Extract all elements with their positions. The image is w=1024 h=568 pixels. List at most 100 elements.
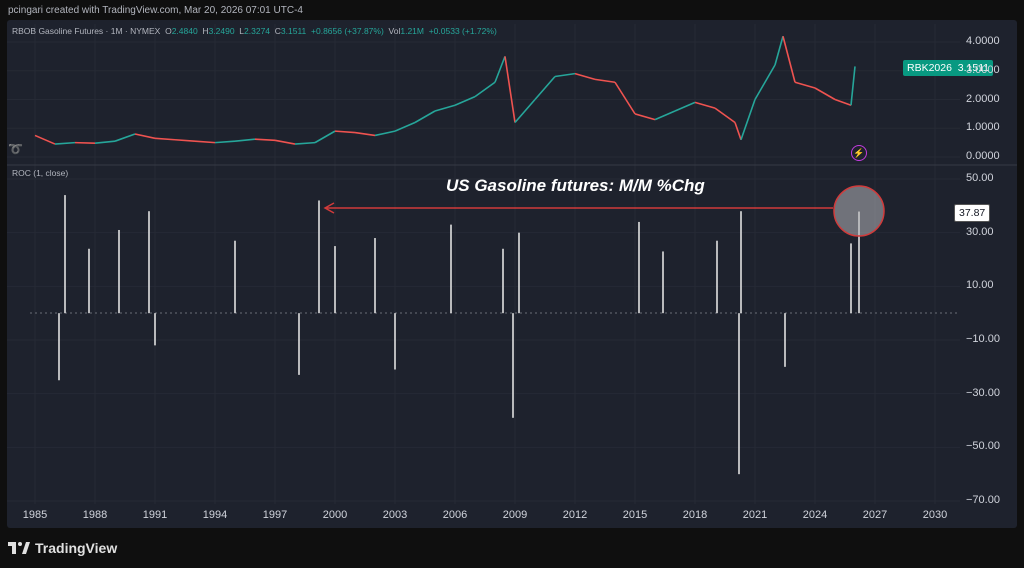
annotation-text: US Gasoline futures: M/M %Chg [446,176,705,195]
tradingview-logo: TradingView [8,540,117,556]
legend-change: +0.8656 (+37.87%) [311,26,384,36]
roc-bar [638,221,640,314]
price-segment [504,56,516,123]
lightning-icon[interactable]: ⚡ [851,145,867,161]
price-segment [214,140,236,144]
x-tick-label: 2003 [382,509,408,521]
roc-bar [334,246,336,314]
roc-bar [318,200,320,314]
legend-vol-label: Vol [388,26,401,36]
roc-tick-label: −10.00 [966,333,1000,345]
price-segment [774,36,784,66]
legend-l-value: 2.3274 [244,26,271,36]
price-segment [634,113,656,121]
roc-bar [394,313,396,370]
legend-l-label: L [239,26,245,36]
price-segment [740,99,756,141]
roc-legend: ROC (1, close) [12,168,69,178]
price-segment [614,81,636,115]
x-tick-label: 1991 [142,509,168,521]
roc-bar [450,224,452,314]
annotation-arrow-head [323,202,335,214]
x-tick-label: 2015 [622,509,648,521]
price-segment [694,101,716,109]
price-segment [434,104,456,112]
price-segment [554,72,576,78]
roc-bar [298,313,300,375]
roc-bar [662,251,664,314]
roc-bar [148,211,150,314]
price-segment [234,138,256,142]
price-segment [834,98,852,107]
price-segment [254,138,276,142]
roc-bar [716,240,718,314]
roc-tick-label: 30.00 [966,225,994,238]
price-segment [454,95,476,106]
annotation-circle [833,185,885,237]
price-segment [414,110,436,124]
roc-value-tag: 37.87 [954,204,991,222]
roc-tick-label: −50.00 [966,440,1000,453]
price-segment [374,130,396,137]
price-segment [782,36,796,83]
roc-bar [502,248,504,314]
symbol-price-tag: RBK2026 3.1511 [903,60,994,76]
roc-bar [784,313,786,367]
price-tick-label: 3.0000 [966,63,1000,76]
legend-title: RBOB Gasoline Futures · 1M · NYMEX [12,26,161,36]
x-tick-label: 1997 [262,509,288,521]
drawing-tool-icon[interactable]: ➰ [8,142,23,156]
roc-bar [154,313,156,346]
price-segment [850,66,856,106]
x-tick-label: 2027 [862,509,888,521]
roc-bar [850,243,852,314]
price-segment [54,141,76,145]
x-tick-label: 2018 [682,509,708,521]
roc-bar [88,248,90,314]
roc-bar [740,211,742,314]
price-segment [274,139,296,145]
x-tick-label: 1988 [82,509,108,521]
price-tick-label: 0.0000 [966,150,1000,162]
price-segment [714,107,736,124]
x-tick-label: 2009 [502,509,528,521]
roc-tick-label: 50.00 [966,172,994,184]
roc-bar [512,313,514,418]
price-segment [174,138,196,142]
roc-bar [58,313,60,381]
price-segment [354,131,376,137]
x-tick-label: 2024 [802,509,828,521]
price-segment [314,130,336,144]
price-segment [674,101,696,112]
price-tick-label: 2.0000 [966,92,1000,105]
legend-h-value: 3.2490 [208,26,235,36]
x-tick-label: 2021 [742,509,768,521]
x-tick-label: 2030 [922,509,948,521]
roc-tick-label: 10.00 [966,279,994,292]
legend-h-label: H [202,26,209,36]
x-tick-label: 1994 [202,509,228,521]
legend-c-label: C [274,26,281,36]
grid-lines [7,24,960,504]
roc-bar [234,240,236,314]
roc-bar [64,195,66,314]
price-segment [194,140,216,144]
price-tick-label: 1.0000 [966,121,1000,134]
symbol-name: RBK2026 [907,62,952,74]
price-segment [734,122,742,141]
x-tick-label: 2012 [562,509,588,521]
legend-o-value: 2.4840 [171,26,198,36]
price-segment [294,141,316,145]
legend-vol-change: +0.0533 (+1.72%) [428,26,497,36]
brand-name: TradingView [35,540,118,556]
roc-tick-label: −30.00 [966,386,1000,399]
price-segment [74,141,96,144]
legend-o-label: O [165,26,172,36]
price-tick-label: 4.0000 [966,35,1000,47]
x-tick-label: 2000 [322,509,348,521]
credit-text: pcingari created with TradingView.com, M… [8,5,303,16]
roc-bar [518,232,520,314]
x-tick-label: 2006 [442,509,468,521]
